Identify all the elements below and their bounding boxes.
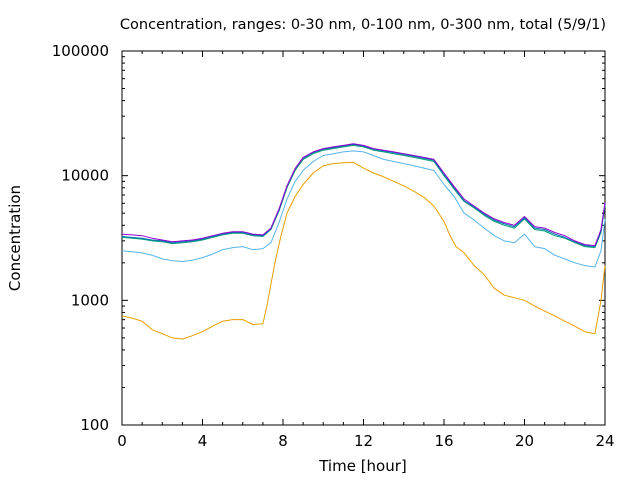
x-tick-label: 16	[434, 432, 453, 450]
x-tick-label: 20	[515, 432, 534, 450]
y-axis: 100 1000 10000 100000	[52, 42, 605, 434]
series-layer	[121, 143, 606, 340]
y-axis-label: Concentration	[6, 185, 24, 291]
y-tick-label: 1000	[71, 291, 109, 309]
x-axis-label: Time [hour]	[318, 457, 407, 475]
series-line-5	[121, 143, 606, 247]
x-axis: 0 4 8 12 16 20 24	[117, 51, 615, 450]
y-tick-label: 100000	[52, 42, 109, 60]
x-tick-label: 12	[354, 432, 373, 450]
x-tick-label: 4	[198, 432, 208, 450]
series-line-2	[121, 150, 606, 268]
series-line-1	[121, 161, 606, 340]
plot-frame	[121, 50, 606, 426]
x-tick-label: 24	[595, 432, 614, 450]
x-tick-label: 0	[117, 432, 127, 450]
y-tick-label: 10000	[61, 167, 109, 185]
series-line-4	[121, 143, 606, 248]
y-tick-label: 100	[80, 416, 109, 434]
x-tick-label: 8	[278, 432, 288, 450]
chart-title: Concentration, ranges: 0-30 nm, 0-100 nm…	[120, 17, 606, 33]
series-line-3	[121, 144, 606, 249]
